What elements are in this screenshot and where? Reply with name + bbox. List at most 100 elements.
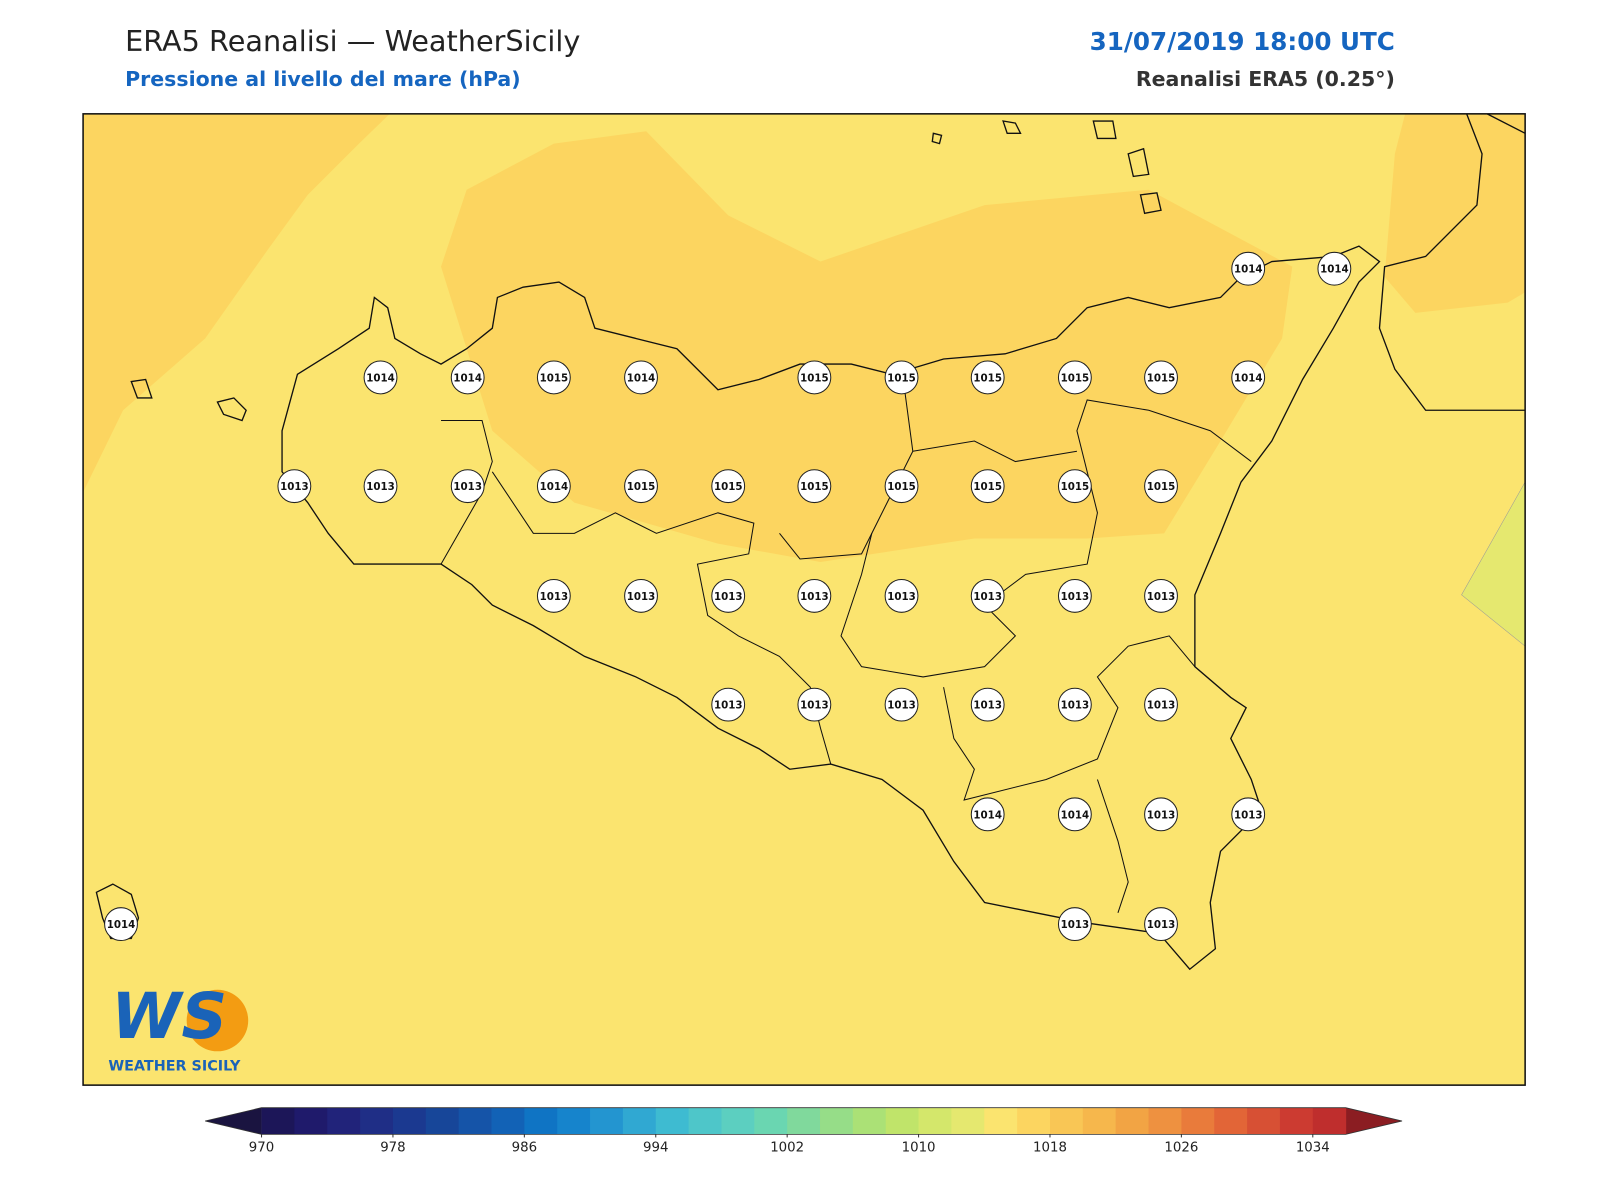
station-marker (970, 687, 1005, 722)
station-value: 1013 (1147, 591, 1176, 603)
colorbar-segment (590, 1107, 624, 1135)
colorbar-under (205, 1107, 262, 1135)
title: ERA5 Reanalisi — WeatherSicily (125, 24, 580, 58)
station-marker (970, 578, 1005, 613)
colorbar-segment (1214, 1107, 1248, 1135)
station-value: 1013 (453, 481, 482, 493)
colorbar-segment (655, 1107, 690, 1135)
station-value: 1015 (540, 372, 569, 384)
island (931, 132, 943, 145)
colorbar-segment (754, 1107, 788, 1135)
station-value: 1015 (973, 372, 1002, 384)
station-value: 1015 (714, 481, 743, 493)
station-marker (711, 469, 746, 504)
station-marker (797, 687, 832, 722)
station-marker (970, 360, 1005, 395)
colorbar-tick-label: 1026 (1164, 1141, 1198, 1156)
field-1015 (441, 131, 1293, 563)
station-marker (1144, 687, 1178, 722)
station-marker (624, 469, 658, 504)
station-marker (884, 469, 919, 504)
logo-sun (186, 989, 249, 1052)
station-marker (711, 687, 746, 722)
station-value: 1014 (453, 372, 482, 384)
station-marker (1231, 797, 1266, 832)
station-value: 1014 (1320, 264, 1349, 276)
station-marker (536, 469, 571, 504)
colorbar-over (1345, 1107, 1403, 1135)
station-marker (711, 578, 746, 613)
colorbar-segment (524, 1107, 558, 1135)
station-marker (536, 360, 571, 395)
colorbar-segment (458, 1107, 493, 1135)
station-marker (1144, 360, 1178, 395)
colorbar: 970 978 986 994 1002 1010 1018 1026 1034 (205, 1107, 1403, 1156)
field-1014 (83, 113, 390, 493)
station-value: 1015 (800, 481, 829, 493)
island (1127, 147, 1150, 178)
station-value: 1015 (627, 481, 656, 493)
station-value: 1013 (1234, 809, 1263, 821)
station-value: 1015 (1061, 372, 1090, 384)
colorbar-tick-label: 1010 (902, 1141, 936, 1156)
station-marker (450, 360, 485, 395)
map: 1014 1014 1014 1014 1015 1014 1015 1015 1015 1015… (83, 113, 1526, 1086)
logo: WS WEATHER SICILY (108, 979, 249, 1075)
station-marker (277, 469, 312, 504)
station-marker (884, 360, 919, 395)
province-borders (440, 374, 1252, 913)
field-1011 (1461, 481, 1526, 647)
island (1002, 120, 1022, 134)
station-value: 1015 (973, 481, 1002, 493)
station-value: 1014 (107, 919, 136, 931)
colorbar-segment (1082, 1107, 1117, 1135)
station-value: 1013 (973, 591, 1002, 603)
colorbar-tick-label: 970 (249, 1141, 274, 1156)
colorbar-segment (1148, 1107, 1182, 1135)
colorbar-tick-label: 994 (643, 1141, 668, 1156)
station-marker (363, 360, 398, 395)
station-value: 1013 (627, 591, 656, 603)
station-marker (1144, 797, 1178, 832)
island (1092, 120, 1117, 140)
station-marker (1144, 469, 1178, 504)
colorbar-segment (918, 1107, 952, 1135)
colorbar-tick-label: 986 (512, 1141, 537, 1156)
station-value: 1014 (366, 372, 395, 384)
colorbar-segment (787, 1107, 821, 1135)
station-marker (624, 578, 658, 613)
station-marker (1144, 578, 1178, 613)
station-marker (970, 469, 1005, 504)
colorbar-segment (392, 1107, 427, 1135)
colorbar-segment (294, 1107, 328, 1135)
colorbar-segment (1017, 1107, 1051, 1135)
stations: 1014 1014 1014 1014 1015 1014 1015 1015 1015 1015… (104, 251, 1352, 942)
station-value: 1014 (1234, 372, 1263, 384)
station-value: 1013 (280, 481, 309, 493)
station-marker (363, 469, 398, 504)
field-1015 (1384, 113, 1526, 313)
station-marker (970, 797, 1005, 832)
colorbar-segment (557, 1107, 591, 1135)
colorbar-segment (885, 1107, 920, 1135)
calabria (1374, 113, 1526, 411)
station-marker (1057, 578, 1092, 613)
station-value: 1015 (887, 372, 916, 384)
station-value: 1014 (973, 809, 1002, 821)
station-marker (624, 360, 658, 395)
sicily (281, 245, 1381, 971)
colorbar-segment (622, 1107, 657, 1135)
colorbar-segment (721, 1107, 755, 1135)
station-marker (1231, 360, 1266, 395)
colorbar-segment (1312, 1107, 1347, 1135)
subtitle: Pressione al livello del mare (hPa) (125, 67, 521, 91)
station-value: 1014 (540, 481, 569, 493)
colorbar-segment (1279, 1107, 1314, 1135)
station-marker (1057, 469, 1092, 504)
station-value: 1015 (1061, 481, 1090, 493)
station-marker (797, 578, 832, 613)
station-value: 1014 (1234, 264, 1263, 276)
station-value: 1013 (1147, 700, 1176, 712)
station-value: 1014 (627, 372, 656, 384)
station-value: 1013 (714, 591, 743, 603)
